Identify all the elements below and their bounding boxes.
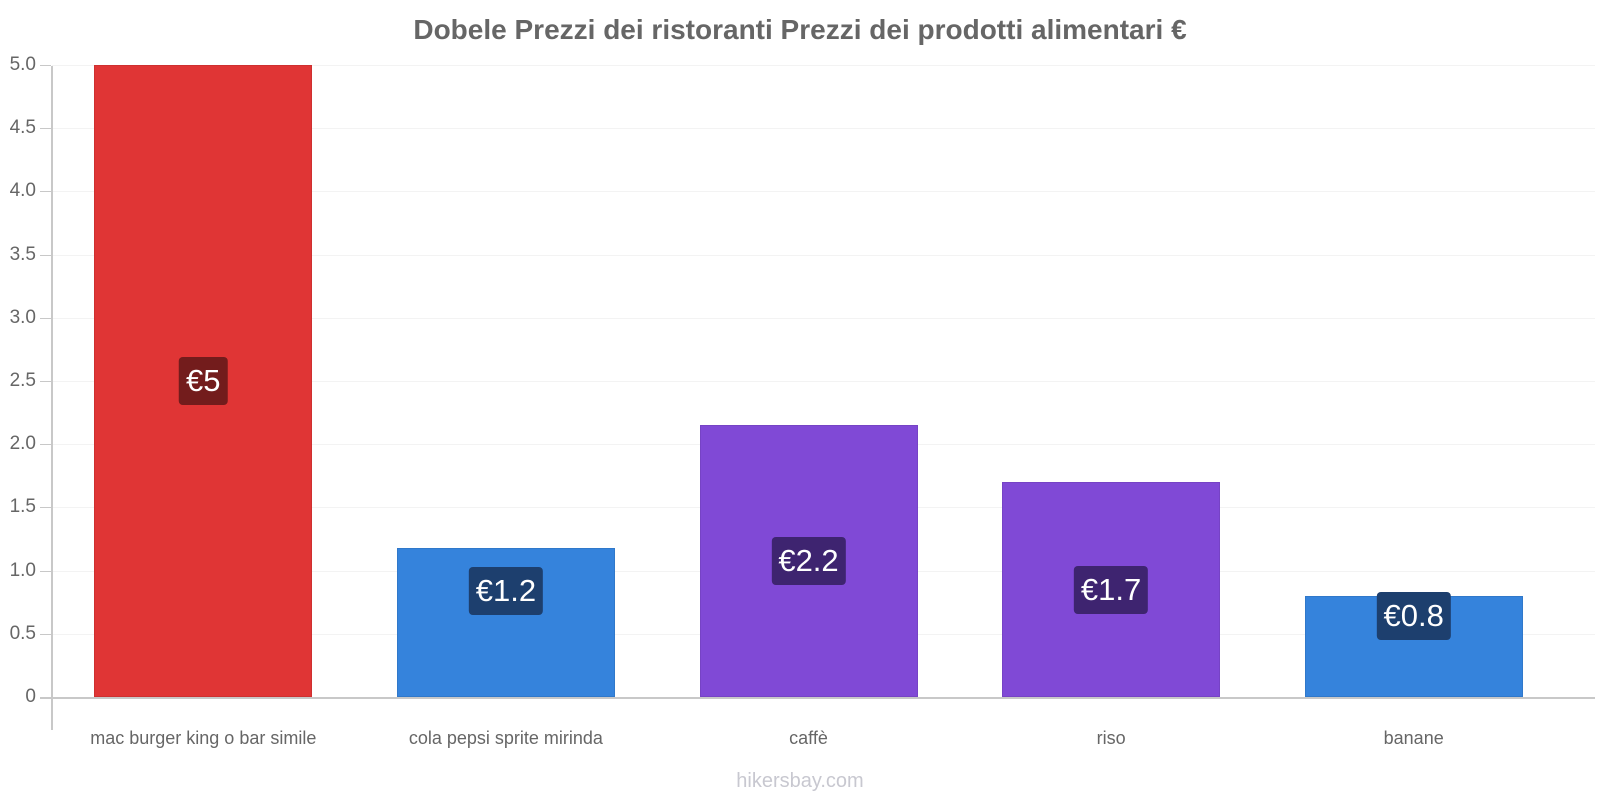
watermark: hikersbay.com [736,770,864,792]
y-tick-mark [40,444,51,445]
data-label: €1.2 [468,567,544,615]
y-tick-label: 2.0 [9,433,36,454]
y-tick-mark [40,65,51,66]
data-label: €1.7 [1073,565,1149,614]
x-axis-line [40,697,1595,699]
data-label: €0.8 [1376,592,1451,640]
x-tick-label: cola pepsi sprite mirinda [408,728,603,748]
y-tick-label: 1.0 [9,560,36,581]
gridline [52,128,1595,129]
data-label: €2.2 [771,537,846,586]
y-tick-label: 0.5 [9,623,36,644]
x-tick-label: caffè [789,728,828,748]
gridline [52,65,1595,66]
y-tick-label: 4.5 [9,117,36,138]
y-tick-label: 0 [25,686,36,707]
y-tick-mark [40,318,51,319]
chart-title: Dobele Prezzi dei ristoranti Prezzi dei … [413,14,1187,45]
x-tick-label: mac burger king o bar simile [90,728,317,748]
gridline [52,381,1595,382]
x-tick-label: riso [1096,728,1126,748]
y-tick-label: 5.0 [9,54,36,75]
y-tick-mark [40,255,51,256]
y-axis-line [51,66,53,730]
y-tick-mark [40,381,51,382]
gridline [52,191,1595,192]
data-label: €5 [179,357,228,405]
y-tick-mark [40,507,51,508]
y-tick-label: 1.5 [9,496,36,517]
gridline [52,255,1595,256]
y-tick-label: 4.0 [9,180,36,201]
y-tick-mark [40,128,51,129]
y-tick-label: 3.5 [9,244,36,265]
y-tick-label: 2.5 [9,370,36,391]
x-tick-label: banane [1383,728,1444,748]
y-tick-mark [40,634,51,635]
y-tick-label: 3.0 [9,307,36,328]
gridline [52,318,1595,319]
y-tick-mark [40,191,51,192]
y-tick-mark [40,571,51,572]
